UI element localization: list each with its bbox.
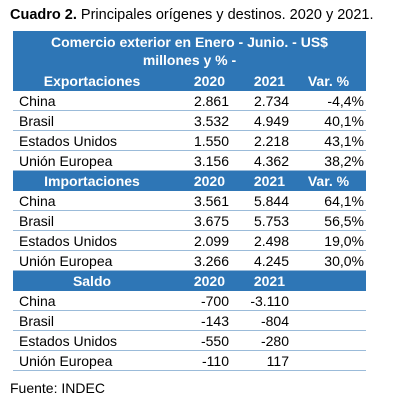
cell-variation: 56,5% [324, 213, 364, 229]
cell-value-2020: 2.099 [193, 233, 229, 249]
cell-value-2020: -700 [200, 293, 229, 309]
cell-variation [291, 351, 366, 370]
header-cell-value-2020: 2020 [193, 73, 225, 89]
cell-value-2020: -110 [202, 353, 229, 369]
cell-variation: 38,2% [324, 153, 364, 169]
cell-variation: 43,1% [324, 133, 364, 149]
header-cell-value-2021: 2021 [253, 173, 285, 189]
table-row: Estados Unidos 1.550 2.218 43,1% [13, 131, 366, 151]
section-header: Importaciones 2020 2021 Var. % [13, 171, 366, 191]
cell-label: Brasil [19, 313, 55, 329]
cell-label: China [19, 193, 56, 209]
cell-label: Brasil [19, 213, 55, 229]
caption-label: Cuadro 2. [10, 7, 77, 23]
table-row: Unión Europea 3.156 4.362 38,2% [13, 151, 366, 171]
cell-value-2021: -280 [260, 333, 289, 349]
cell-label: China [19, 93, 56, 109]
table-row: Unión Europea -110 117 [13, 351, 366, 371]
cell-value-2020: -550 [200, 333, 229, 349]
cell-value-2021: 5.844 [253, 193, 289, 209]
cell-variation: 30,0% [324, 253, 364, 269]
cell-value-2020: -143 [200, 313, 229, 329]
header-cell-label: Exportaciones [43, 73, 141, 89]
header-cell-variation: Var. % [307, 73, 350, 89]
cell-value-2020: 3.675 [193, 213, 229, 229]
table-title-line2: millones y % - [142, 52, 237, 68]
cell-value-2020: 3.561 [193, 193, 229, 209]
cell-label: Estados Unidos [19, 133, 118, 149]
cell-label: Brasil [19, 113, 55, 129]
source-note: Fuente: INDEC [10, 380, 105, 396]
table-row: Brasil 3.532 4.949 40,1% [13, 111, 366, 131]
table-row: Brasil -143 -804 [13, 311, 366, 331]
cell-label: Unión Europea [19, 153, 113, 169]
table-row: Unión Europea 3.266 4.245 30,0% [13, 251, 366, 271]
cell-variation: 64,1% [324, 193, 364, 209]
cell-label: Unión Europea [19, 353, 113, 369]
cell-value-2021: 2.498 [253, 233, 289, 249]
table-title: Comercio exterior en Enero - Junio. - US… [13, 31, 366, 71]
table-row: Estados Unidos -550 -280 [13, 331, 366, 351]
cell-variation [291, 311, 366, 330]
header-cell-value-2020: 2020 [193, 173, 225, 189]
header-cell-value-2020: 2020 [193, 273, 225, 289]
cell-value-2021: -3.110 [250, 293, 289, 309]
cell-value-2020: 3.266 [193, 253, 229, 269]
cell-value-2020: 3.532 [193, 113, 229, 129]
cell-variation [291, 331, 366, 350]
cell-value-2020: 1.550 [193, 133, 229, 149]
cell-label: Unión Europea [19, 253, 113, 269]
table-row: China 2.861 2.734 -4,4% [13, 91, 366, 111]
header-cell-variation: Var. % [307, 173, 350, 189]
header-cell-label: Saldo [72, 273, 112, 289]
cell-value-2021: 4.245 [253, 253, 289, 269]
header-cell-variation [291, 271, 366, 291]
cell-value-2021: 2.218 [253, 133, 289, 149]
cell-variation: 40,1% [324, 113, 364, 129]
cell-value-2020: 3.156 [193, 153, 229, 169]
cell-variation: -4,4% [327, 93, 364, 109]
cell-value-2021: 4.362 [253, 153, 289, 169]
cell-value-2021: -804 [260, 313, 289, 329]
table-body: Exportaciones 2020 2021 Var. % China 2.861 2.7… [13, 71, 366, 371]
cell-value-2020: 2.861 [193, 93, 229, 109]
cell-variation [291, 291, 366, 310]
section-header: Exportaciones 2020 2021 Var. % [13, 71, 366, 91]
table-title-line1: Comercio exterior en Enero - Junio. - US… [51, 34, 328, 50]
caption-text: Principales orígenes y destinos. 2020 y … [76, 7, 374, 23]
cell-value-2021: 5.753 [253, 213, 289, 229]
trade-table: Comercio exterior en Enero - Junio. - US… [13, 31, 366, 371]
cell-value-2021: 117 [266, 353, 289, 369]
cell-value-2021: 4.949 [253, 113, 289, 129]
cell-value-2021: 2.734 [253, 93, 289, 109]
table-row: China 3.561 5.844 64,1% [13, 191, 366, 211]
table-row: China -700 -3.110 [13, 291, 366, 311]
header-cell-label: Importaciones [44, 173, 140, 189]
cell-label: Estados Unidos [19, 333, 118, 349]
table-row: Estados Unidos 2.099 2.498 19,0% [13, 231, 366, 251]
table-row: Brasil 3.675 5.753 56,5% [13, 211, 366, 231]
header-cell-value-2021: 2021 [253, 73, 285, 89]
cell-variation: 19,0% [324, 233, 364, 249]
section-header: Saldo 2020 2021 [13, 271, 366, 291]
cell-label: China [19, 293, 56, 309]
cell-label: Estados Unidos [19, 233, 118, 249]
header-cell-value-2021: 2021 [253, 273, 285, 289]
caption: Cuadro 2. Principales orígenes y destino… [10, 1, 374, 29]
